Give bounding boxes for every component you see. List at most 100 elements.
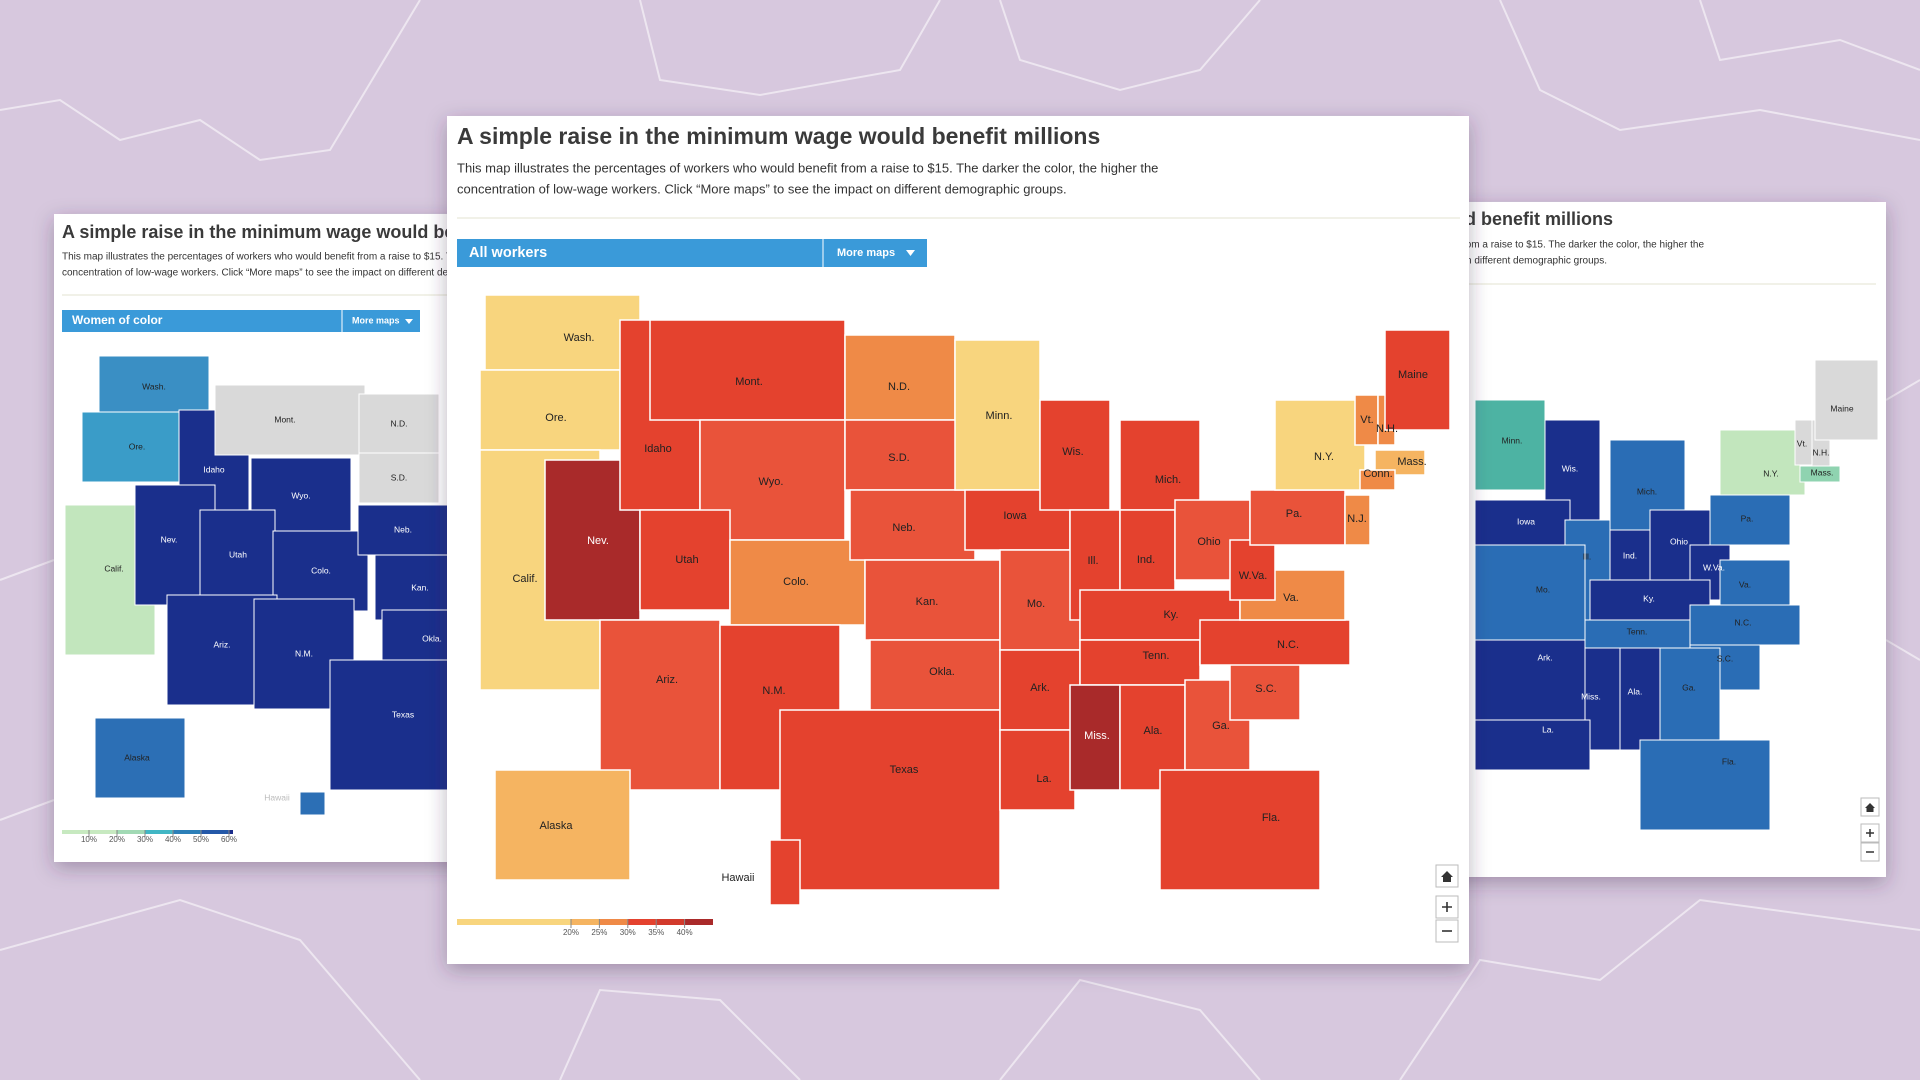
state-shape — [1474, 639, 1586, 721]
state-label: Idaho — [644, 443, 672, 455]
state-shape — [779, 709, 1001, 891]
legend-tick-label: 50% — [193, 835, 209, 844]
state-label: N.H. — [1813, 447, 1830, 457]
state-shape — [1474, 719, 1591, 771]
state-shape — [1659, 647, 1721, 741]
state-shape — [484, 294, 641, 371]
state-label: Va. — [1739, 579, 1751, 589]
state-label: Wis. — [1062, 446, 1083, 458]
state-shapes — [1474, 359, 1879, 831]
state-label: N.D. — [391, 418, 408, 428]
state-shape — [299, 791, 326, 816]
state-label: N.M. — [762, 685, 785, 697]
state-shape — [1689, 604, 1801, 646]
state-shape — [844, 334, 956, 421]
state-shape — [81, 411, 193, 483]
legend: 20% 25% 30% 35% 40% — [457, 919, 713, 937]
state-shape — [1229, 659, 1301, 721]
state-label: Wash. — [564, 332, 595, 344]
map: Wash. Ore. Calif. Nev. Idaho Mont. Wyo. Utah Col… — [479, 294, 1451, 906]
state-label: Ala. — [1144, 725, 1163, 737]
panel-description: concentration of low-wage workers. Click… — [457, 181, 1067, 196]
selector-label[interactable]: Women of color — [72, 313, 163, 327]
legend-swatch — [627, 919, 657, 925]
home-icon — [1865, 803, 1875, 812]
state-label: Ill. — [1088, 555, 1099, 567]
selector-background — [62, 310, 420, 332]
state-label: Hawaii — [264, 792, 290, 802]
state-label: Va. — [1283, 592, 1299, 604]
dropdown-arrow — [906, 250, 915, 256]
state-label: Ohio — [1670, 536, 1688, 546]
legend-swatch — [201, 830, 229, 834]
zoom-controls — [1435, 864, 1459, 943]
state-label: Conn. — [1363, 468, 1392, 480]
state-shape — [849, 489, 976, 561]
state-label: Mass. — [1397, 456, 1426, 468]
state-label: Ark. — [1030, 682, 1050, 694]
more-maps-button[interactable]: More maps — [352, 315, 400, 325]
state-label: Minn. — [986, 410, 1013, 422]
state-shapes — [64, 355, 491, 816]
more-maps-button[interactable]: More maps — [837, 247, 895, 259]
state-labels: Wash. Ore. Calif. Nev. Idaho Mont. Wyo. Utah Col… — [512, 332, 1428, 884]
legend-tick-label: 10% — [81, 835, 97, 844]
map-panel-center: A simple raise in the minimum wage would… — [447, 116, 1469, 964]
state-label: N.C. — [1735, 617, 1752, 627]
legend-tick-label: 40% — [677, 928, 693, 937]
state-label: N.H. — [1376, 423, 1398, 435]
state-label: Miss. — [1581, 691, 1601, 701]
legend-swatch — [599, 919, 628, 925]
state-label: Fla. — [1722, 756, 1736, 766]
state-shape — [1639, 739, 1771, 831]
state-label: Ariz. — [656, 674, 678, 686]
state-label: N.J. — [1347, 513, 1367, 525]
state-label: Ind. — [1623, 550, 1637, 560]
state-label: N.D. — [888, 381, 910, 393]
state-labels: Wash. Ore. Calif. Idaho Nev. Mont. N.D. S.D. Wyo… — [104, 381, 442, 802]
panel-description: concentration of low-wage workers. Click… — [62, 268, 531, 279]
state-label: Alaska — [539, 820, 573, 832]
state-label: Ariz. — [214, 639, 231, 649]
state-shape — [869, 639, 1001, 711]
legend-swatch — [571, 919, 600, 925]
state-label: Pa. — [1741, 513, 1754, 523]
state-shape — [1199, 619, 1351, 666]
state-label: La. — [1542, 724, 1554, 734]
state-shape — [494, 769, 631, 881]
selector-label[interactable]: All workers — [469, 245, 547, 261]
selector-bar[interactable]: All workers More maps — [457, 239, 927, 267]
state-label: Ky. — [1163, 609, 1178, 621]
state-label: Ala. — [1628, 686, 1643, 696]
state-label: Fla. — [1262, 812, 1280, 824]
state-shape — [1229, 539, 1276, 601]
legend-tick-label: 25% — [591, 928, 607, 937]
legend-swatch — [656, 919, 685, 925]
state-label: Calif. — [512, 573, 537, 585]
panel-title: A simple raise in the minimum wage would… — [62, 222, 565, 242]
state-shape — [1619, 647, 1661, 751]
state-label: Ind. — [1137, 554, 1155, 566]
state-label: La. — [1036, 773, 1051, 785]
state-label: Mich. — [1637, 486, 1657, 496]
state-label: Alaska — [124, 752, 150, 762]
state-label: Wyo. — [759, 476, 784, 488]
state-label: Mo. — [1027, 598, 1045, 610]
state-label: Miss. — [1084, 730, 1110, 742]
state-label: N.Y. — [1763, 468, 1778, 478]
panel-description: This map illustrates the percentages of … — [457, 160, 1158, 175]
state-label: S.C. — [1255, 683, 1276, 695]
state-shape — [358, 393, 440, 455]
selector-bar[interactable]: Women of color More maps — [62, 310, 420, 332]
state-shape — [1814, 359, 1879, 441]
map: Minn. Wis. Mich. Iowa Ill. Ind. Ohio Pa. N.Y. Vt.… — [1474, 359, 1879, 831]
zoom-controls — [1860, 797, 1880, 862]
state-shape — [844, 419, 961, 491]
plus-icon — [1442, 902, 1452, 912]
state-label: Tenn. — [1143, 650, 1170, 662]
legend-tick-label: 30% — [137, 835, 153, 844]
state-shape — [479, 369, 621, 451]
